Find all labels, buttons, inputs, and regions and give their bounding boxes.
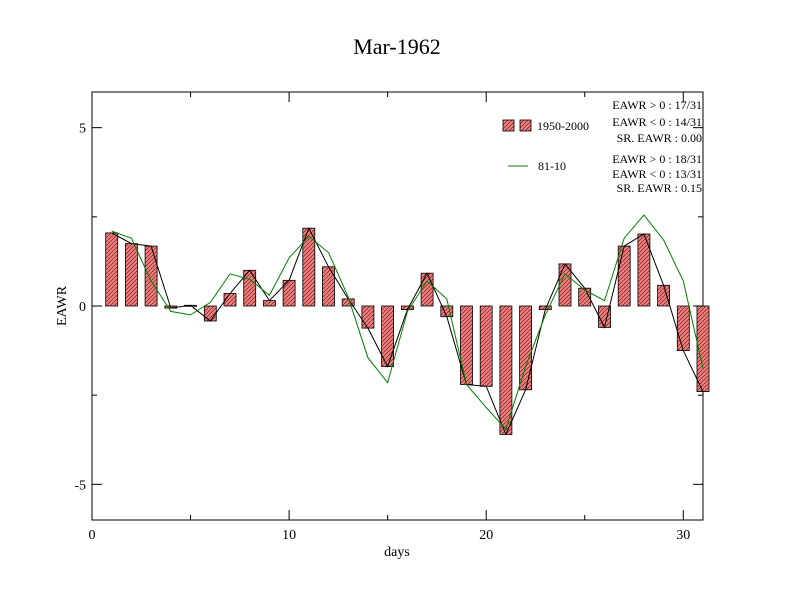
y-tick-label: 0 — [79, 300, 86, 315]
bar-day-22 — [519, 305, 532, 391]
stat-81-10-pos: EAWR > 0 : 18/31 — [612, 152, 702, 166]
bar-day-3 — [144, 245, 158, 307]
stat-1950-2000-sr: SR. EAWR : 0.00 — [617, 131, 702, 145]
y-axis-label: EAWR — [55, 285, 70, 326]
x-tick-label: 0 — [89, 528, 96, 543]
bar-day-12 — [322, 266, 335, 307]
bar-day-6 — [203, 305, 217, 322]
legend-label-81-10: 81-10 — [538, 159, 566, 173]
bar-day-19 — [460, 305, 473, 385]
x-axis-label: days — [384, 545, 410, 560]
series-line-1950-2000 — [111, 226, 704, 436]
x-tick-label: 10 — [282, 528, 296, 543]
bar-day-27 — [617, 245, 631, 307]
bar-day-24 — [558, 263, 572, 307]
y-tick-label: -5 — [74, 478, 86, 493]
stat-81-10-sr: SR. EAWR : 0.15 — [617, 181, 702, 195]
bar-day-2 — [125, 243, 138, 307]
bar-day-20 — [479, 305, 493, 387]
bar-day-14 — [361, 305, 375, 329]
bar-day-29 — [657, 284, 670, 307]
legend-swatch-1950-2000-right — [519, 119, 532, 132]
stat-1950-2000-pos: EAWR > 0 : 17/31 — [612, 98, 702, 112]
bar-day-30 — [676, 305, 690, 351]
stat-81-10-neg: EAWR < 0 : 13/31 — [612, 167, 702, 181]
bar-day-1 — [105, 232, 119, 307]
series-line-81-10 — [111, 214, 704, 431]
chart-title: Mar-1962 — [353, 34, 441, 59]
legend-swatch-1950-2000-left — [502, 119, 515, 132]
legend-label-1950-2000: 1950-2000 — [537, 119, 589, 133]
bar-day-9 — [262, 300, 276, 307]
stat-1950-2000-neg: EAWR < 0 : 14/31 — [612, 115, 702, 129]
stats-box: EAWR > 0 : 17/31 EAWR < 0 : 14/31 SR. EA… — [612, 98, 702, 195]
bar-day-17 — [420, 272, 434, 307]
x-tick-label: 20 — [479, 528, 493, 543]
legend: 1950-2000 81-10 — [502, 119, 589, 173]
y-tick-label: 5 — [79, 122, 86, 137]
x-tick-label: 30 — [676, 528, 690, 543]
